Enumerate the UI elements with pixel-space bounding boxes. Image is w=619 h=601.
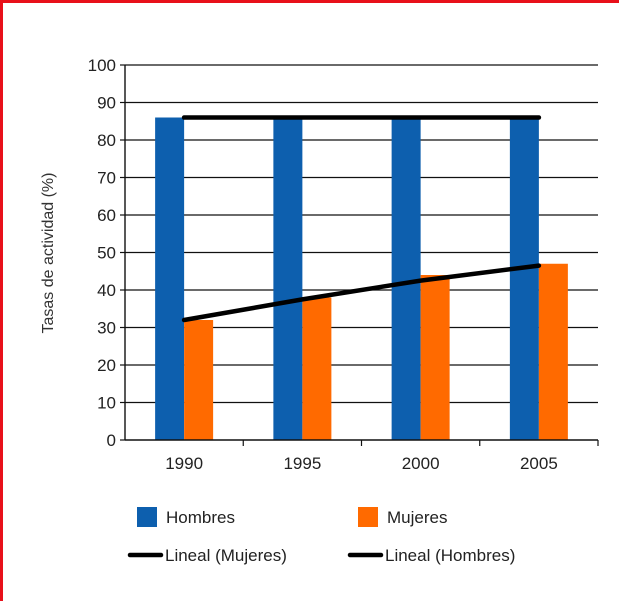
y-tick-label: 90 [97, 94, 116, 113]
legend-hombres: Hombres [137, 507, 235, 527]
x-tick-label: 2005 [520, 454, 558, 473]
y-tick-label: 80 [97, 131, 116, 150]
bar-hombres-2005 [509, 117, 539, 440]
y-tick-label: 50 [97, 244, 116, 263]
x-tick-label: 2000 [402, 454, 440, 473]
y-axis-title: Tasas de actividad (%) [40, 173, 57, 334]
legend-lineal-mujeres-label: Lineal (Mujeres) [165, 546, 287, 565]
frame-border-left [0, 0, 3, 601]
trend-line-mujeres [181, 263, 542, 323]
legend-mujeres-swatch [358, 507, 378, 527]
legend-mujeres: Mujeres [358, 507, 447, 527]
y-tick-label: 30 [97, 319, 116, 338]
bar-mujeres-2005 [538, 263, 568, 440]
trend-lines [181, 115, 542, 323]
x-tick-label: 1995 [283, 454, 321, 473]
x-tick-labels: 1990 1995 2000 2005 [165, 454, 558, 473]
y-tick-labels: 0 10 20 30 40 50 60 70 80 90 100 [88, 56, 116, 450]
bar-mujeres-1990 [184, 320, 214, 440]
x-tick-label: 1990 [165, 454, 203, 473]
y-tick-label: 100 [88, 56, 116, 75]
bar-hombres-1995 [273, 117, 303, 440]
legend-lineal-mujeres: Lineal (Mujeres) [127, 546, 287, 565]
legend: Hombres Mujeres Lineal (Mujeres) Lineal (Ho… [127, 507, 515, 565]
y-tick-label: 40 [97, 281, 116, 300]
y-tick-label: 60 [97, 206, 116, 225]
y-tick-label: 70 [97, 169, 116, 188]
bar-mujeres-2000 [420, 275, 450, 440]
legend-lineal-hombres-label: Lineal (Hombres) [385, 546, 515, 565]
legend-lineal-hombres: Lineal (Hombres) [347, 546, 515, 565]
legend-hombres-swatch [137, 507, 157, 527]
y-tick-label: 0 [107, 431, 116, 450]
bar-hombres-2000 [391, 117, 421, 440]
y-tick-label: 10 [97, 394, 116, 413]
axes [120, 64, 599, 446]
legend-hombres-label: Hombres [166, 508, 235, 527]
bar-mujeres-1995 [302, 297, 332, 440]
frame-border-top [0, 0, 619, 3]
bar-hombres-1990 [155, 117, 185, 440]
bars [155, 117, 568, 440]
legend-mujeres-label: Mujeres [387, 508, 447, 527]
y-tick-label: 20 [97, 356, 116, 375]
